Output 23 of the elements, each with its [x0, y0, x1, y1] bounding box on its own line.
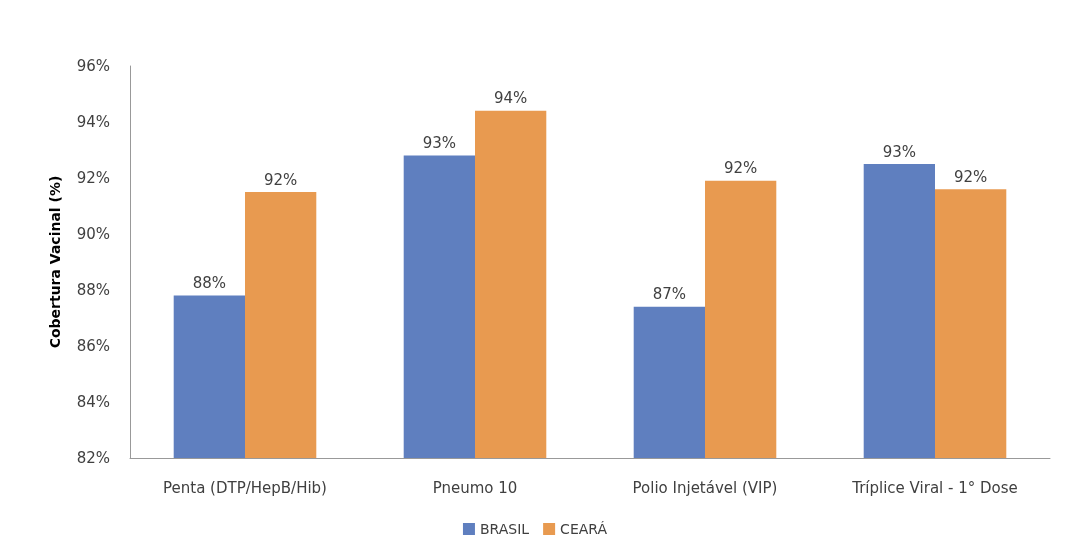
data-label: 94% — [493, 89, 528, 108]
data-label: 87% — [652, 285, 687, 304]
data-label: 93% — [882, 142, 917, 161]
x-tick-label: Pneumo 10 — [432, 478, 518, 497]
y-tick-label: 84% — [76, 393, 110, 411]
legend-label: BRASIL — [479, 521, 530, 537]
data-label: 92% — [263, 170, 298, 189]
data-label: 92% — [953, 167, 988, 186]
legend-label: CEARÁ — [560, 521, 608, 537]
data-label: 88% — [192, 274, 227, 293]
data-label: 93% — [422, 134, 457, 153]
y-tick-label: 96% — [76, 57, 110, 75]
y-tick-label: 82% — [76, 449, 110, 467]
y-tick-label: 94% — [76, 113, 110, 131]
x-tick-label: Tríplice Viral - 1° Dose — [851, 478, 1018, 497]
y-tick-label: 86% — [76, 337, 110, 355]
y-tick-label: 92% — [76, 169, 110, 187]
x-tick-label: Penta (DTP/HepB/Hib) — [163, 478, 327, 497]
x-tick-label: Polio Injetável (VIP) — [632, 478, 778, 497]
data-label: 92% — [723, 159, 758, 178]
y-tick-label: 88% — [76, 281, 110, 299]
y-axis-title: Cobertura Vacinal (%) — [47, 175, 63, 349]
y-tick-label: 90% — [76, 225, 110, 243]
